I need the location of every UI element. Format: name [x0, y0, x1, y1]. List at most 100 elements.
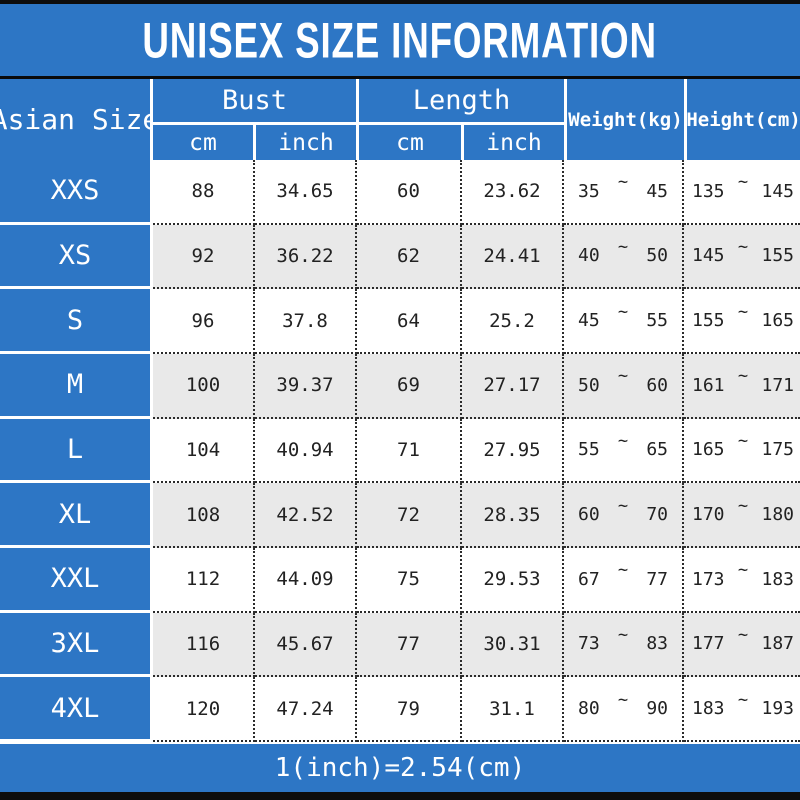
weight-max: 70 — [646, 504, 668, 526]
tilde-symbol: ~ — [737, 624, 749, 645]
weight-min: 73 — [578, 633, 600, 655]
weight-range: 45 ~ 55 — [564, 289, 684, 354]
table-row: S 96 37.8 64 25.2 45 ~ 55 155 ~ 165 — [0, 289, 800, 354]
tilde-symbol: ~ — [617, 689, 629, 710]
length-cm-value: 60 — [357, 160, 462, 225]
bust-inch-value: 45.67 — [255, 612, 357, 678]
height-range: 173 ~ 183 — [684, 547, 800, 613]
length-cm-value: 77 — [357, 612, 462, 678]
size-label: XS — [0, 224, 153, 290]
weight-max: 45 — [646, 180, 668, 202]
bust-cm-value: 108 — [153, 483, 255, 548]
weight-range: 40 ~ 50 — [564, 224, 684, 290]
table-row: L 104 40.94 71 27.95 55 ~ 65 165 ~ 175 — [0, 418, 800, 484]
table-row: 4XL 120 47.24 79 31.1 80 ~ 90 183 ~ 193 — [0, 677, 800, 742]
tilde-symbol: ~ — [737, 301, 749, 322]
bust-cm-value: 104 — [153, 418, 255, 484]
weight-min: 55 — [578, 439, 600, 461]
table-row: M 100 39.37 69 27.17 50 ~ 60 161 ~ 171 — [0, 353, 800, 419]
tilde-symbol: ~ — [617, 236, 629, 257]
height-range: 145 ~ 155 — [684, 224, 800, 290]
header-length-cm: cm — [359, 125, 461, 160]
tilde-symbol: ~ — [737, 366, 749, 387]
tilde-symbol: ~ — [617, 560, 629, 581]
length-cm-value: 79 — [357, 677, 462, 742]
height-range: 135 ~ 145 — [684, 160, 800, 225]
height-max: 183 — [761, 568, 794, 590]
weight-min: 50 — [578, 374, 600, 396]
length-inch-value: 28.35 — [462, 483, 564, 548]
length-inch-value: 23.62 — [462, 160, 564, 225]
height-min: 177 — [692, 633, 725, 655]
weight-range: 73 ~ 83 — [564, 612, 684, 678]
weight-min: 35 — [578, 180, 600, 202]
size-label: XL — [0, 483, 153, 548]
table-row: XXS 88 34.65 60 23.62 35 ~ 45 135 ~ 145 — [0, 160, 800, 225]
length-inch-value: 31.1 — [462, 677, 564, 742]
length-cm-value: 72 — [357, 483, 462, 548]
weight-max: 77 — [646, 568, 668, 590]
size-label: M — [0, 353, 153, 419]
bust-cm-value: 116 — [153, 612, 255, 678]
header-length-inch: inch — [464, 125, 564, 160]
length-inch-value: 24.41 — [462, 224, 564, 290]
weight-range: 67 ~ 77 — [564, 547, 684, 613]
header-asian-size: Asian Size — [0, 79, 159, 160]
weight-max: 50 — [646, 245, 668, 267]
bust-inch-value: 39.37 — [255, 353, 357, 419]
size-label: 4XL — [0, 677, 153, 742]
length-inch-value: 27.95 — [462, 418, 564, 484]
weight-max: 65 — [646, 439, 668, 461]
header-bust-cm: cm — [153, 125, 253, 160]
tilde-symbol: ~ — [617, 430, 629, 451]
tilde-symbol: ~ — [737, 560, 749, 581]
height-min: 165 — [692, 439, 725, 461]
height-min: 173 — [692, 568, 725, 590]
height-min: 183 — [692, 698, 725, 720]
height-max: 193 — [761, 698, 794, 720]
tilde-symbol: ~ — [737, 430, 749, 451]
length-cm-value: 62 — [357, 224, 462, 290]
weight-max: 55 — [646, 310, 668, 332]
bust-cm-value: 96 — [153, 289, 255, 354]
header-bust-inch: inch — [256, 125, 356, 160]
height-range: 161 ~ 171 — [684, 353, 800, 419]
length-inch-value: 30.31 — [462, 612, 564, 678]
height-min: 170 — [692, 504, 725, 526]
size-label: L — [0, 418, 153, 484]
bust-inch-value: 34.65 — [255, 160, 357, 225]
bust-cm-value: 112 — [153, 547, 255, 613]
size-label: XXS — [0, 160, 153, 225]
weight-max: 90 — [646, 698, 668, 720]
bust-cm-value: 92 — [153, 224, 255, 290]
weight-range: 55 ~ 65 — [564, 418, 684, 484]
header-height: Height(cm) — [686, 79, 800, 160]
length-cm-value: 64 — [357, 289, 462, 354]
weight-min: 60 — [578, 504, 600, 526]
bust-inch-value: 36.22 — [255, 224, 357, 290]
height-max: 155 — [761, 245, 794, 267]
title-divider-line — [0, 76, 800, 79]
header-weight: Weight(kg) — [567, 79, 684, 160]
weight-min: 67 — [578, 568, 600, 590]
length-inch-value: 25.2 — [462, 289, 564, 354]
height-range: 165 ~ 175 — [684, 418, 800, 484]
bust-cm-value: 100 — [153, 353, 255, 419]
bust-cm-value: 120 — [153, 677, 255, 742]
bust-inch-value: 37.8 — [255, 289, 357, 354]
tilde-symbol: ~ — [737, 689, 749, 710]
height-max: 171 — [761, 374, 794, 396]
tilde-symbol: ~ — [737, 172, 749, 193]
weight-range: 80 ~ 90 — [564, 677, 684, 742]
weight-min: 80 — [578, 698, 600, 720]
header-length: Length — [359, 79, 564, 122]
weight-range: 50 ~ 60 — [564, 353, 684, 419]
footer-band: 1(inch)=2.54(cm) — [0, 742, 800, 792]
weight-range: 35 ~ 45 — [564, 160, 684, 225]
table-body: XXS 88 34.65 60 23.62 35 ~ 45 135 ~ 145 … — [0, 160, 800, 742]
tilde-symbol: ~ — [737, 495, 749, 516]
size-label: XXL — [0, 547, 153, 613]
height-min: 135 — [692, 180, 725, 202]
height-max: 145 — [761, 180, 794, 202]
